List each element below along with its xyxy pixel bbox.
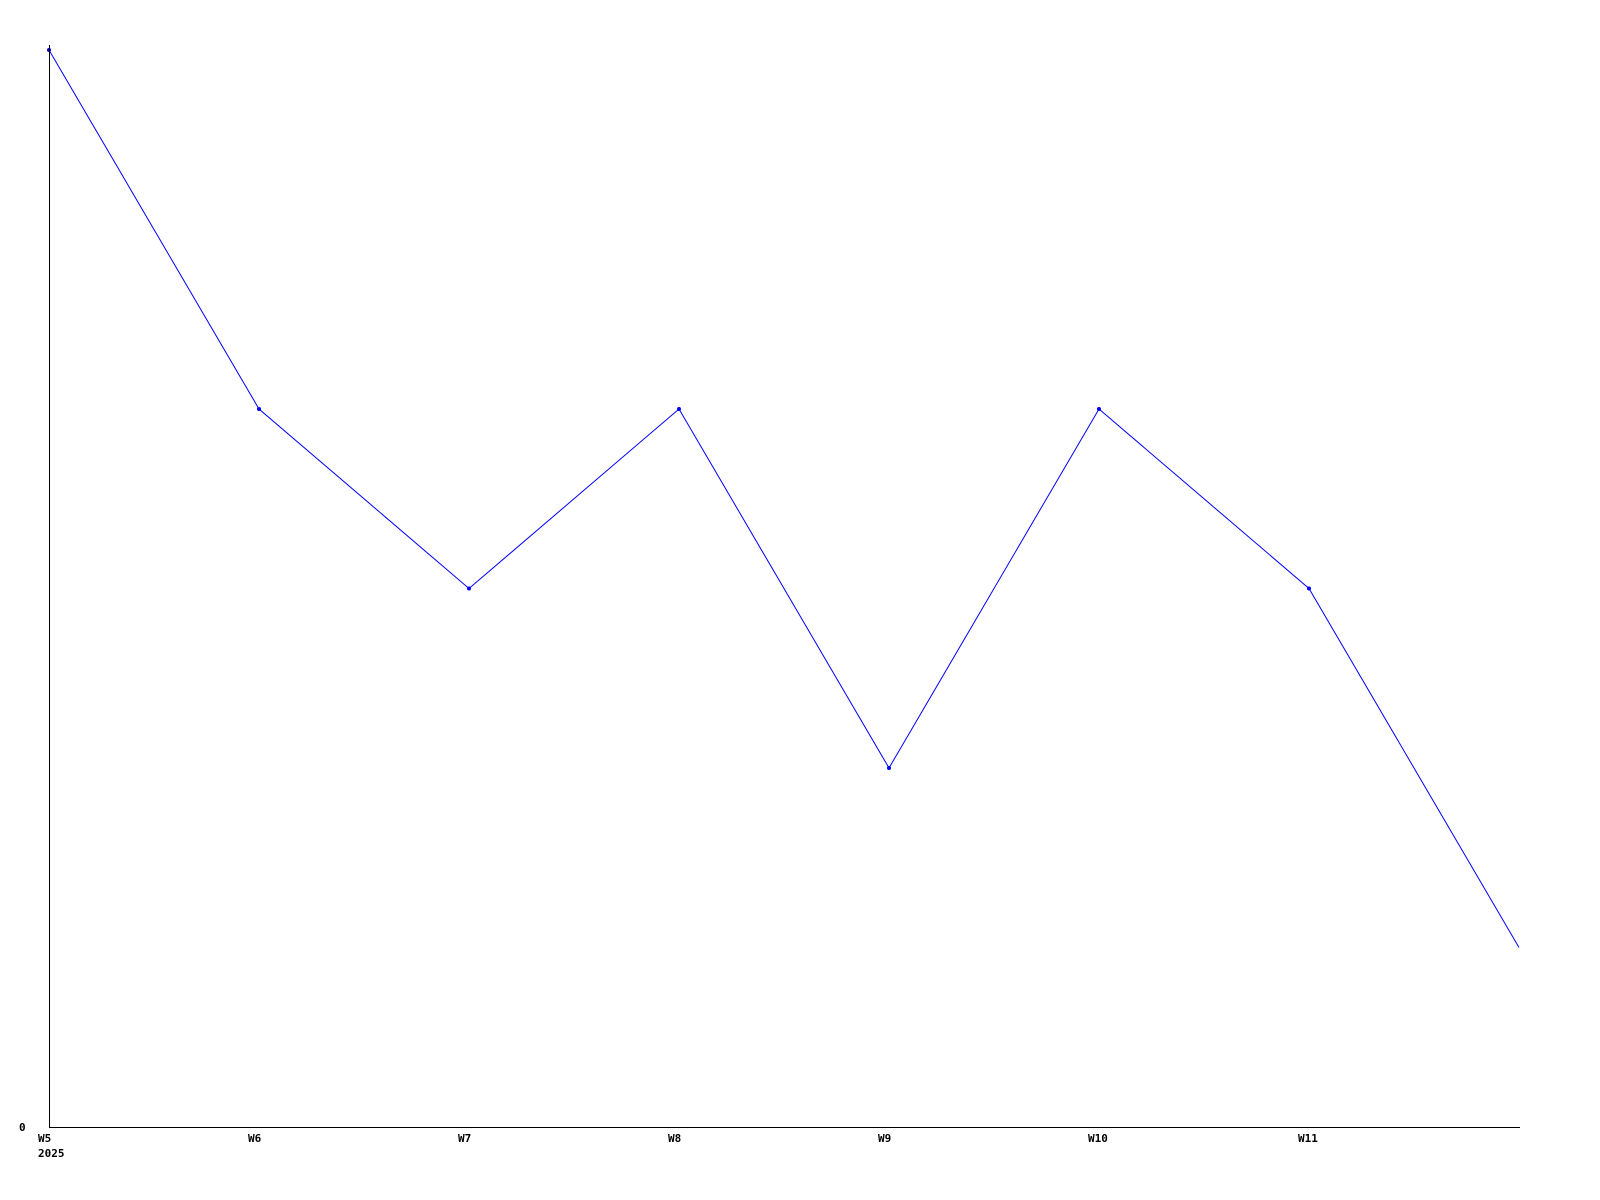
x-year-label: 2025	[38, 1147, 65, 1160]
data-point	[467, 586, 471, 591]
x-tick-label: W6	[248, 1132, 262, 1145]
x-tick-label: W8	[668, 1132, 681, 1145]
x-tick-label: W7	[458, 1132, 471, 1145]
series-line	[48, 49, 1520, 948]
x-tick-label: W11	[1298, 1132, 1318, 1145]
x-tick-label: W5	[38, 1132, 51, 1145]
data-point	[257, 407, 261, 411]
data-point	[887, 766, 891, 770]
x-tick-label: W10	[1088, 1132, 1108, 1145]
data-point	[1307, 586, 1311, 591]
x-tick-label: W9	[878, 1132, 891, 1145]
data-point	[1097, 407, 1101, 411]
y-tick-label: 0	[19, 1121, 26, 1134]
data-point	[677, 407, 681, 411]
